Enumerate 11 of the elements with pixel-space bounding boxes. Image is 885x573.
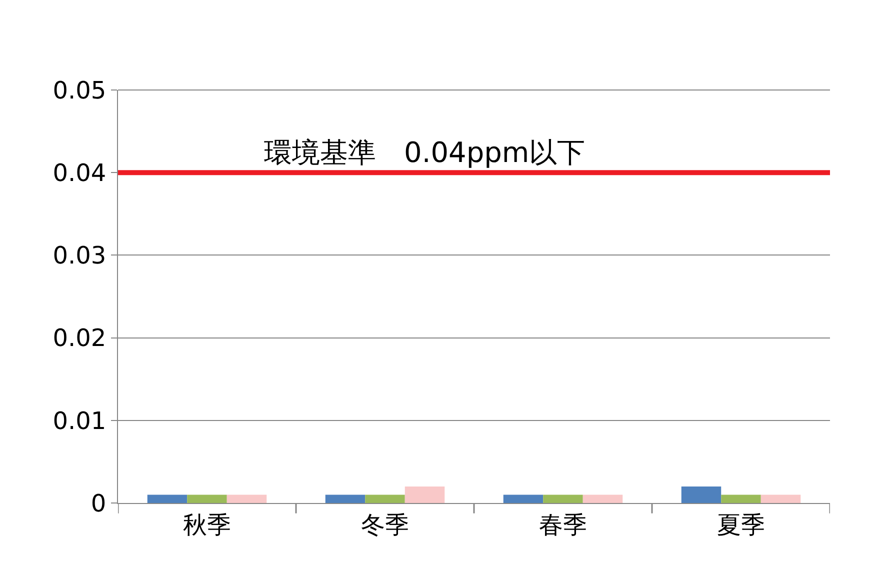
y-tick-label: 0.05 bbox=[52, 76, 106, 104]
x-tick-label: 秋季 bbox=[183, 510, 231, 539]
ref-line-label: 環境基準 0.04ppm以下 bbox=[264, 136, 586, 169]
x-tick-label: 春季 bbox=[539, 510, 587, 539]
y-tick-label: 0.01 bbox=[52, 406, 106, 435]
y-tick-label: 0.04 bbox=[52, 159, 106, 187]
x-tick-label: 夏季 bbox=[717, 510, 765, 539]
x-tick-label: 冬季 bbox=[361, 510, 409, 539]
y-tick-label: 0.03 bbox=[52, 242, 106, 270]
y-tick-label: 0 bbox=[90, 489, 106, 518]
y-tick-label: 0.02 bbox=[52, 324, 106, 352]
